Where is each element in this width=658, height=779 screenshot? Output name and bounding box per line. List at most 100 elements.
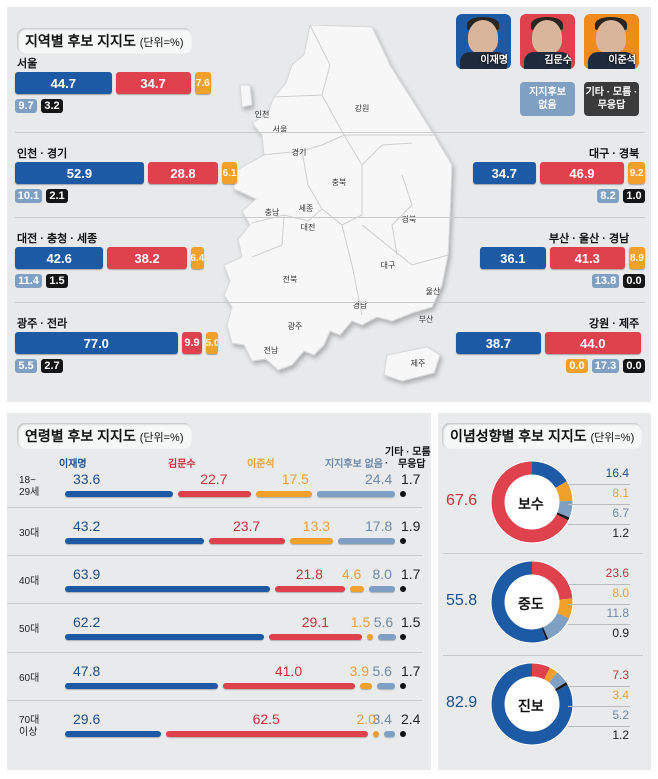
map-jeju [383,346,441,382]
chip-no-candidate: 8.2 [597,189,619,203]
legend-other-line: 무응답 [597,100,626,111]
age-value-kim-moonsoo: 41.0 [274,663,303,679]
regional-title: 지역별 후보 지지도 (단위=%) [17,28,192,54]
age-value-lee-junseok: 4.6 [341,566,362,582]
age-bar-lee-jaemyung [65,491,173,497]
age-bar-kim-moonsoo [165,731,368,737]
map-label-chungnam: 충남 [265,208,280,217]
age-value-kim-moonsoo: 23.7 [232,518,261,534]
donut-leader-line [568,624,630,625]
donut-chart [490,460,574,544]
donut-divider [443,553,643,554]
donut-slice-kim-moonsoo [491,461,573,543]
age-label-line: 30대 [19,528,40,539]
bar-kim-moonsoo: 46.9 [539,162,625,184]
age-label: 70대 이상 [19,715,39,739]
age-bar-kim-moonsoo [208,538,286,544]
age-row-4: 60대 47.8 41.0 3.9 5.6 1.7 [7,655,431,701]
portrait-face [596,20,626,54]
legend-name: 김문수 [544,55,572,66]
age-label: 50대 [19,624,39,636]
age-value-lee-jaemyung: 29.6 [73,711,101,727]
donut-slice-lee-jaemyung [491,663,573,745]
regional-panel: 지역별 후보 지지도 (단위=%) 인천 서울 [7,7,651,402]
legend-card-lee-junseok: 이준석 [584,14,639,69]
bar-lee-jaemyung: 52.9 [15,162,144,184]
age-header-kim-moonsoo: 김문수 [168,459,196,470]
age-value-lee-jaemyung: 62.2 [73,614,101,630]
map-label-daegu: 대구 [381,261,396,270]
age-label-line: 50대 [19,624,40,635]
age-value-lee-jaemyung: 47.8 [73,663,101,679]
donut-slice-lee-junseok [491,561,573,643]
age-bar-lee-jaemyung [65,634,265,640]
legend-card-kim-moonsoo: 김문수 [520,14,575,69]
age-label-line: 29세 [19,487,40,498]
donut-value-no-candidate: 5.2 [612,708,629,722]
age-value-other: 1.7 [401,663,421,679]
map-label-gwangju: 광주 [288,321,303,331]
age-header-other-line2: 무응답 [398,459,426,470]
region-name: 대구 · 경북 [589,148,640,160]
portrait-suit [588,52,635,69]
donut-leader-line [568,726,630,727]
age-label: 30대 [19,528,39,540]
map-mainland [223,25,453,371]
age-title-text: 연령별 후보 지지도 [25,428,136,444]
age-bar-lee-junseok [372,731,379,737]
chip-other: 1.5 [46,274,68,288]
bar-lee-jaemyung: 77.0 [15,332,178,354]
donut-leader-line [568,524,630,525]
donut-value-lee-junseok: 8.0 [612,586,629,600]
donut-value-kim-moonsoo: 23.6 [605,566,629,580]
portrait-face [532,20,562,54]
donut-value-lee-jaemyung: 16.4 [605,466,629,480]
donut-block-1: 중도 55.8 23.6 8.0 11.8 0.9 [438,558,651,656]
regional-unit: (단위=%) [139,37,184,49]
age-bar-kim-moonsoo [274,586,345,592]
age-bar-lee-jaemyung [65,731,161,737]
chip-no-candidate: 10.1 [15,189,42,203]
chip-other: 2.7 [41,359,63,373]
bar-lee-junseok: 5.0 [206,332,219,354]
bar-lee-jaemyung: 44.7 [15,72,112,94]
bar-lee-jaemyung: 34.7 [473,162,536,184]
donut-value-lee-junseok: 3.4 [612,688,629,702]
map-label-busan: 부산 [419,314,434,324]
map-label-jeju: 제주 [411,359,426,368]
bar-lee-junseok: 6.1 [222,162,237,184]
map-label-gyeongbuk: 경북 [402,214,417,224]
donut-center-label: 보수 [518,496,544,512]
donut-chart [490,662,574,746]
map-label-chungbuk: 충북 [332,178,347,187]
bar-kim-moonsoo: 28.8 [147,162,219,184]
donut-leader-line [568,686,630,687]
bar-lee-junseok: 8.9 [628,247,645,269]
age-value-lee-junseok: 1.5 [350,614,371,630]
age-value-other: 2.4 [401,711,421,727]
donut-lead-value: 55.8 [446,592,478,609]
ideology-unit: (단위=%) [590,432,635,444]
section-divider [15,302,645,303]
donut-value-no-candidate: 6.7 [612,506,629,520]
bar-lee-jaemyung: 42.6 [15,247,104,269]
age-header-other-line1: 기타 · 모름 · [385,447,431,469]
age-value-lee-jaemyung: 63.9 [73,566,101,582]
age-value-other: 1.7 [401,566,421,582]
age-bar-kim-moonsoo [177,491,251,497]
donut-chart [490,560,574,644]
age-bar-lee-junseok [255,491,312,497]
age-dot-other [400,683,406,689]
age-row-5: 70대 이상 29.6 62.5 2.0 3.4 2.4 [7,703,431,749]
age-value-kim-moonsoo: 21.8 [295,566,323,582]
row-divider [7,555,422,556]
map-label-daejeon: 대전 [301,222,316,232]
section-divider [15,132,645,133]
bar-lee-jaemyung: 36.1 [480,247,546,269]
region-name: 부산 · 울산 · 경남 [549,233,630,245]
age-bar-lee-jaemyung [65,586,270,592]
donut-leader-line [568,584,630,585]
age-bar-lee-jaemyung [65,683,219,689]
chip-other: 1.0 [623,189,645,203]
age-value-lee-junseok: 17.5 [281,471,309,487]
